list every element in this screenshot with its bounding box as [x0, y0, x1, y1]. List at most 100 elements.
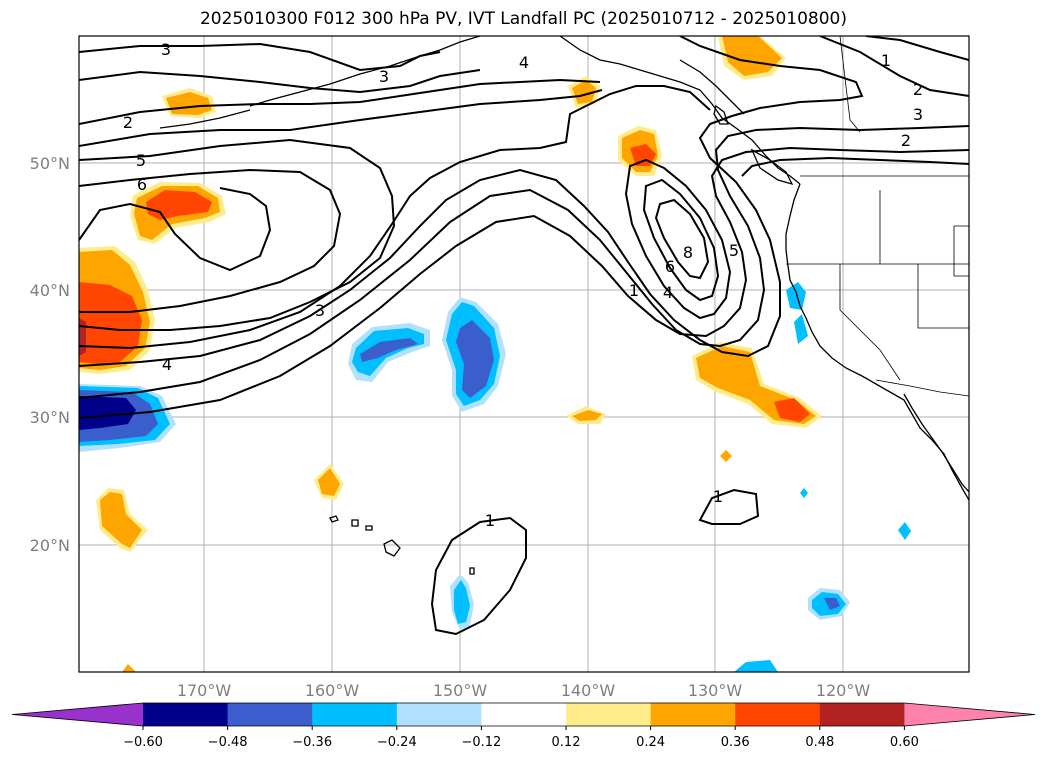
positive-anomaly-region [722, 36, 782, 76]
colorbar-tick-label: −0.60 [123, 735, 163, 750]
state-border [839, 264, 901, 381]
colorbar-tick-label: −0.24 [377, 735, 417, 750]
colorbar-extend-low [12, 703, 143, 726]
lon-tick-label: 160°W [305, 681, 360, 700]
contour-label: 5 [136, 151, 146, 170]
lon-tick-label: 150°W [433, 681, 488, 700]
contour-line [79, 85, 711, 350]
contour-line [79, 187, 272, 272]
boundaries [786, 36, 969, 397]
contour-line [741, 156, 969, 177]
negative-anomaly-region [734, 660, 778, 672]
negative-anomaly-region [800, 488, 808, 498]
lon-tick-label: 170°W [177, 681, 232, 700]
colorbar-tick-label: −0.12 [461, 735, 501, 750]
contour-line [79, 168, 342, 313]
contour-line [79, 36, 864, 367]
colorbar-segment [819, 703, 905, 726]
contour-label: 2 [913, 80, 923, 99]
contour-line [79, 78, 601, 125]
map-title: 2025010300 F012 300 hPa PV, IVT Landfall… [199, 9, 847, 29]
lat-tick-label: 30°N [30, 408, 70, 427]
lat-tick-labels: 50°N 40°N 30°N 20°N [30, 154, 70, 555]
contour-label: 8 [683, 243, 693, 262]
contour-label: 5 [729, 241, 739, 260]
contour-labels: 3 3 4 1 2 3 2 2 5 6 3 4 8 6 5 4 1 1 1 [123, 40, 923, 530]
contour-line [642, 178, 720, 302]
negative-anomaly-region [454, 580, 470, 624]
coastline [159, 109, 251, 129]
contour-label: 2 [901, 131, 911, 150]
positive-anomaly-region [79, 318, 86, 356]
contour-line [79, 42, 441, 72]
island [383, 539, 401, 557]
contour-line [79, 146, 969, 419]
lon-tick-label: 120°W [816, 681, 871, 700]
pv-contours [79, 36, 969, 636]
negative-anomaly-region [786, 282, 806, 310]
contour-line [79, 125, 969, 399]
contour-label: 1 [629, 281, 639, 300]
colorbar-tick-label: −0.48 [208, 735, 248, 750]
positive-anomaly-region [318, 468, 340, 496]
state-border [953, 225, 969, 277]
shaded-fields [79, 36, 911, 672]
colorbar-segment [312, 703, 398, 726]
colorbar-tick-label: 0.24 [636, 735, 665, 750]
island [469, 567, 475, 575]
contour-line [430, 516, 527, 636]
negative-anomaly-region [360, 338, 418, 362]
island [713, 104, 729, 125]
contour-label: 4 [519, 53, 529, 72]
positive-anomaly-region [774, 398, 810, 422]
contour-line [819, 36, 969, 97]
contour-line [654, 198, 710, 280]
contour-line [624, 158, 732, 320]
colorbar-segment [396, 703, 482, 726]
alaska-border [839, 36, 861, 133]
colorbar-extend-high [904, 703, 1035, 726]
lat-tick-label: 20°N [30, 536, 70, 555]
state-border [917, 264, 969, 329]
contour-label: 3 [913, 105, 923, 124]
colorbar-segment [143, 703, 229, 726]
contour-line [865, 36, 969, 61]
positive-anomaly-region [79, 282, 142, 364]
contour-label: 4 [162, 355, 172, 374]
coastline [679, 59, 745, 115]
contour-label: 1 [881, 51, 891, 70]
coastline [249, 36, 481, 107]
contour-label: 2 [123, 113, 133, 132]
lat-tick-label: 50°N [30, 154, 70, 173]
island [351, 519, 359, 527]
colorbar-segment [227, 703, 313, 726]
colorbar-tick-label: 0.12 [552, 735, 581, 750]
positive-anomaly-region [572, 80, 596, 104]
map-frame [78, 35, 970, 673]
negative-anomaly-region [824, 598, 840, 610]
coastline [785, 183, 969, 501]
positive-anomaly-region [572, 410, 602, 421]
negative-anomaly-region [794, 314, 808, 344]
contour-label: 6 [137, 175, 147, 194]
contour-line [698, 488, 760, 525]
negative-anomaly-region [79, 396, 136, 430]
contour-label: 3 [379, 67, 389, 86]
negative-anomaly-region [898, 522, 911, 540]
positive-anomaly-region [720, 450, 732, 462]
contour-label: 1 [713, 487, 723, 506]
positive-anomaly-region [146, 190, 212, 220]
us-mexico-border [875, 379, 969, 397]
contour-label: 4 [663, 283, 673, 302]
lon-tick-label: 130°W [688, 681, 743, 700]
contour-line [79, 69, 481, 94]
contour-line [79, 89, 603, 147]
contour-label: 1 [485, 511, 495, 530]
island [365, 525, 373, 531]
contour-label: 3 [315, 301, 325, 320]
island [329, 515, 339, 523]
colorbar-segment [481, 703, 567, 726]
colorbar-segment [650, 703, 736, 726]
colorbar-tick-label: 0.60 [890, 735, 919, 750]
